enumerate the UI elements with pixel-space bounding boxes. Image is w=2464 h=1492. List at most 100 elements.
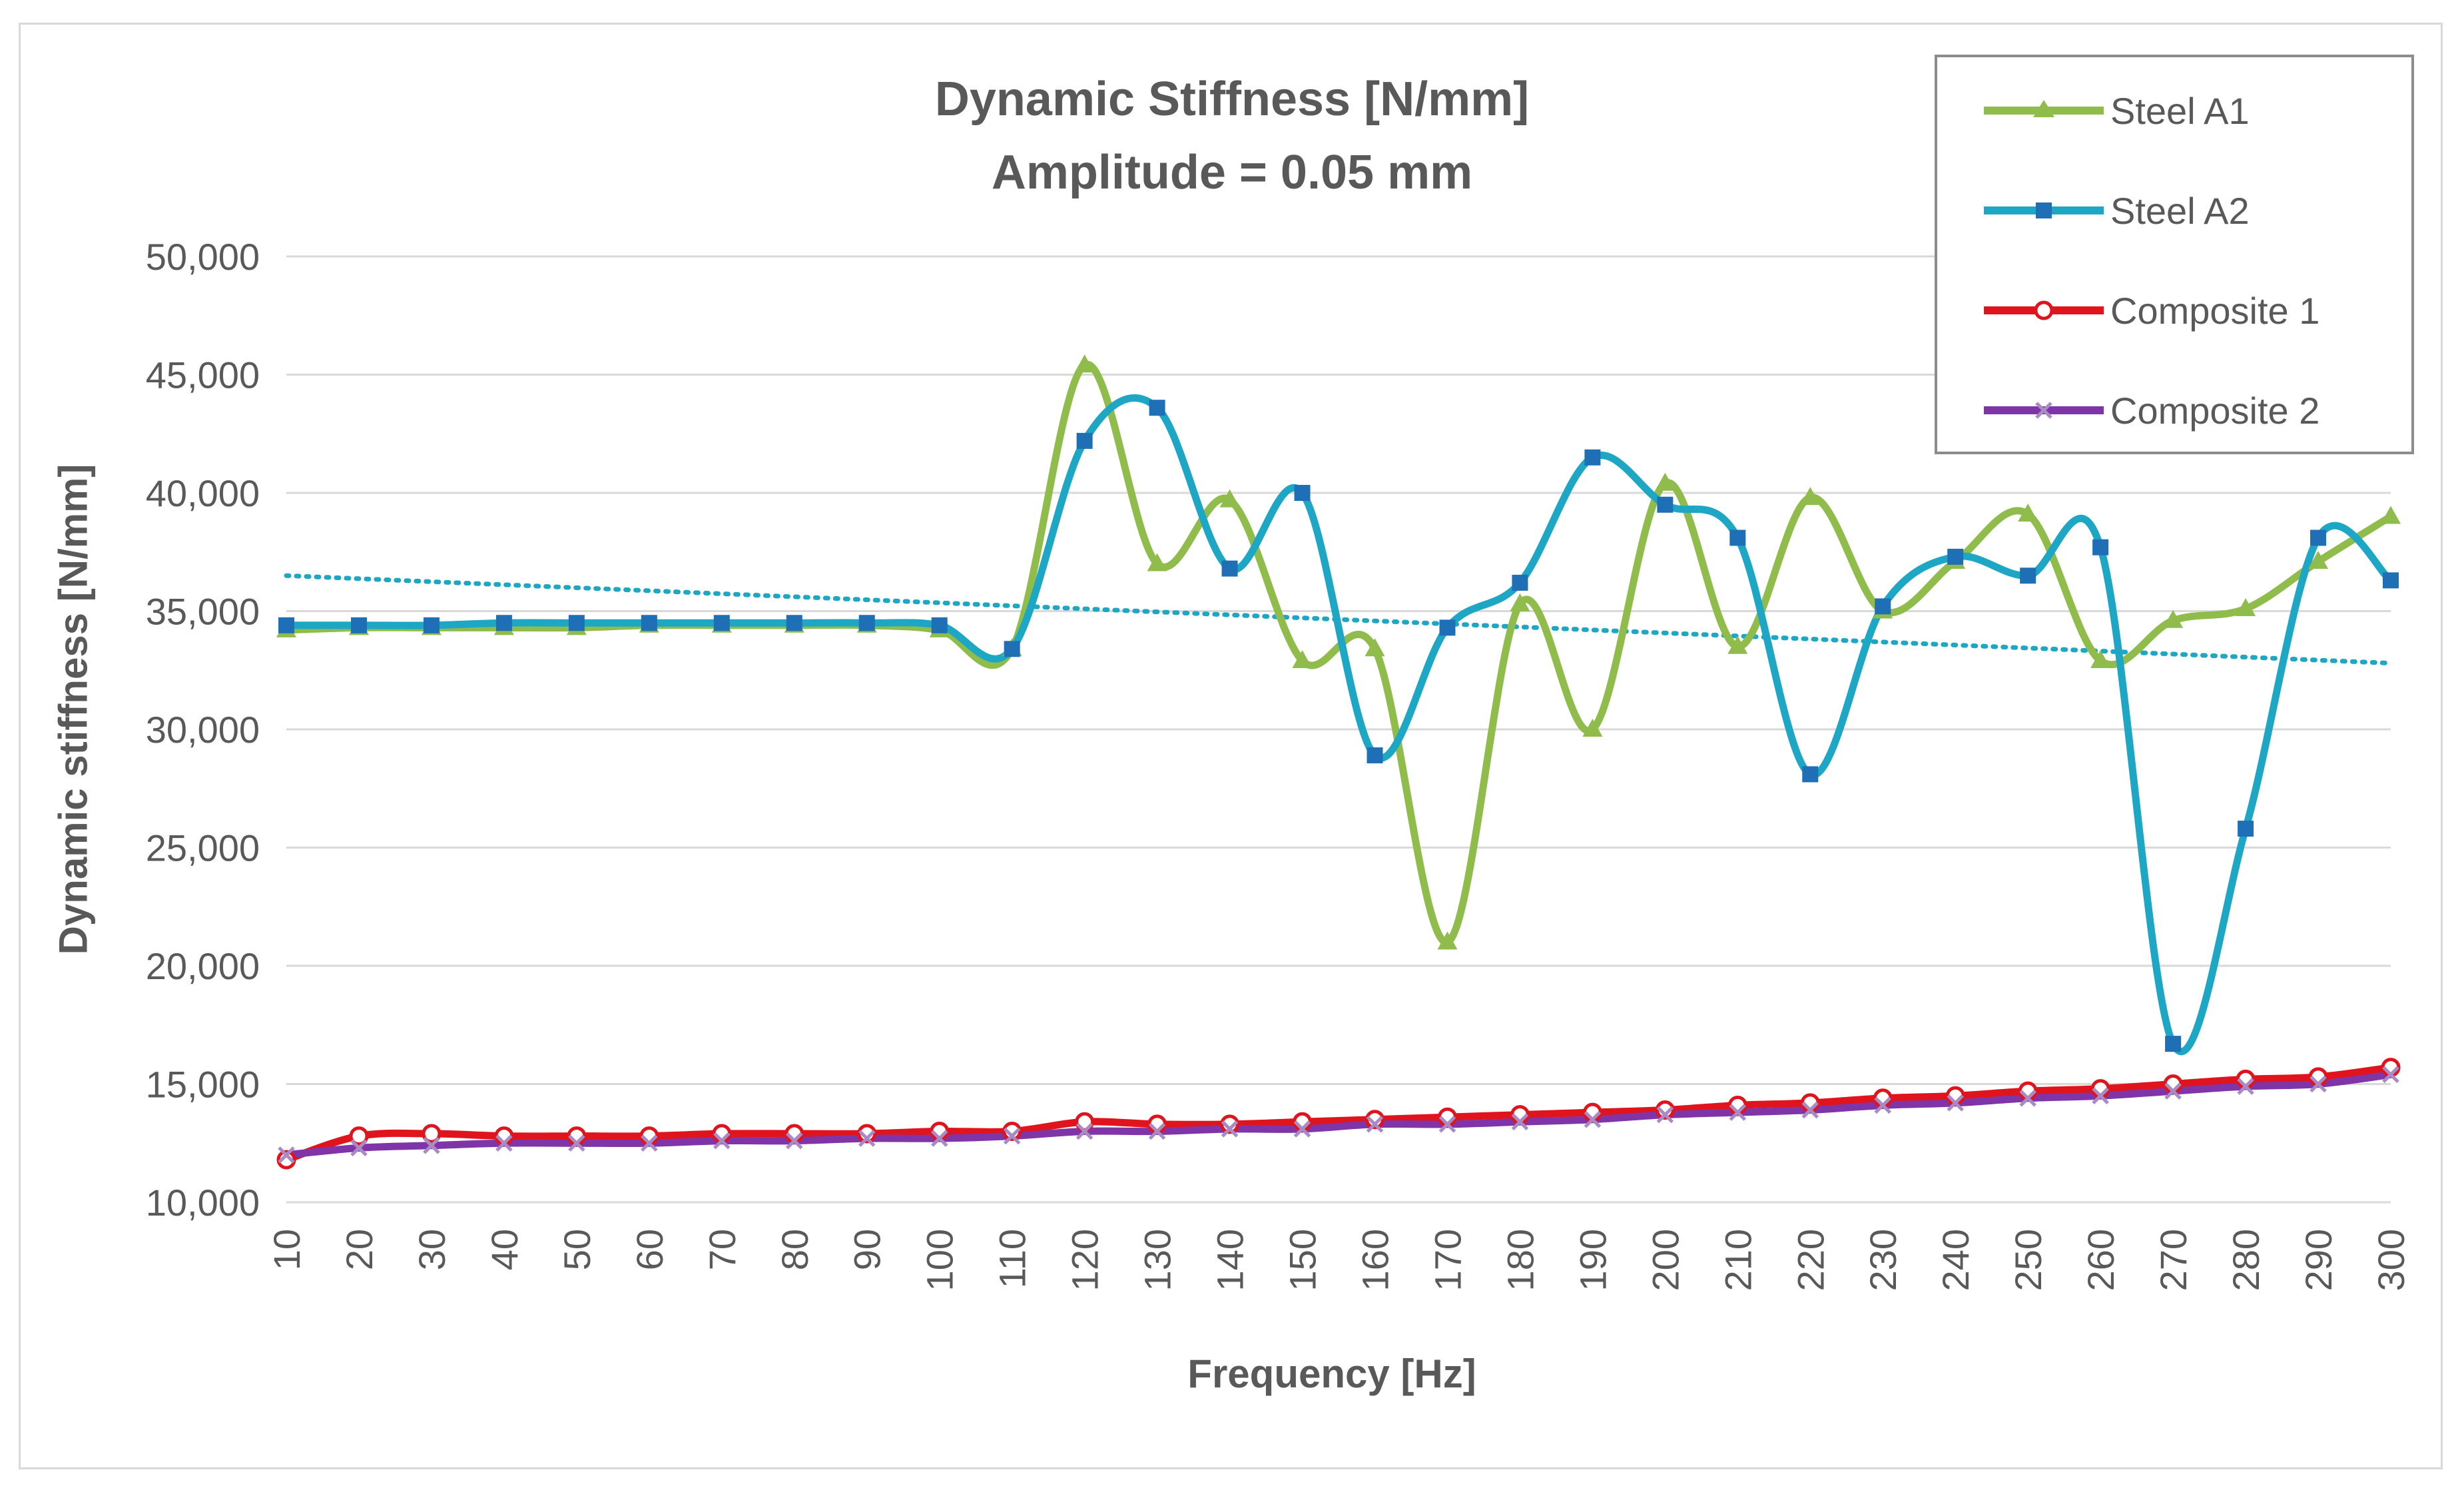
- marker-steel-a2: [1439, 619, 1456, 636]
- legend-item-steel-a1: Steel A1: [1977, 84, 2410, 137]
- marker-composite-2: [1947, 1094, 1964, 1112]
- marker-composite-2: [2019, 1090, 2036, 1107]
- marker-composite-2: [1729, 1104, 1747, 1121]
- legend-label: Steel A1: [2110, 90, 2250, 132]
- marker-composite-2: [1801, 1101, 1819, 1119]
- legend-label: Composite 1: [2110, 290, 2320, 332]
- x-tick-label: 180: [1499, 1229, 1541, 1291]
- marker-composite-2: [2164, 1082, 2182, 1100]
- marker-steel-a2: [1875, 598, 1891, 615]
- marker-composite-1: [1002, 1122, 1022, 1141]
- legend-swatch-steel-a2: [1984, 202, 2104, 218]
- x-tick-label: 170: [1426, 1229, 1468, 1291]
- x-axis-label: Frequency [Hz]: [1187, 1351, 1476, 1396]
- marker-steel-a2: [931, 617, 948, 633]
- marker-composite-1: [276, 1150, 296, 1170]
- legend-item-composite-1: Composite 1: [1977, 284, 2410, 337]
- x-tick-label: 150: [1282, 1229, 1324, 1291]
- x-tick-label: 60: [629, 1229, 671, 1270]
- marker-steel-a2: [713, 615, 730, 631]
- marker-steel-a1: [2236, 597, 2256, 616]
- y-axis-label: Dynamic stiffness [N/mm]: [51, 464, 96, 955]
- marker-composite-2: [1511, 1113, 1529, 1131]
- marker-steel-a2: [1221, 560, 1238, 577]
- x-tick-label: 240: [1935, 1229, 1977, 1291]
- x-tick-label: 230: [1862, 1229, 1904, 1291]
- y-tick-label: 10,000: [146, 1182, 260, 1224]
- legend-swatch-steel-a1: [1984, 100, 2104, 117]
- legend-item-steel-a2: Steel A2: [1977, 184, 2410, 237]
- y-tick-label: 20,000: [146, 945, 260, 987]
- marker-composite-2: [423, 1137, 440, 1154]
- marker-steel-a1: [1800, 487, 1821, 506]
- marker-composite-2: [2382, 1066, 2399, 1084]
- y-tick-label: 15,000: [146, 1064, 260, 1106]
- x-tick-label: 280: [2225, 1229, 2267, 1291]
- marker-composite-2: [1221, 1120, 1239, 1138]
- series-markers: [276, 354, 2401, 1170]
- marker-composite-2: [785, 1132, 803, 1150]
- marker-composite-2: [858, 1130, 876, 1147]
- x-tick-label: 50: [556, 1229, 598, 1270]
- marker-steel-a1: [2381, 506, 2401, 524]
- marker-steel-a1: [2090, 650, 2111, 669]
- marker-composite-2: [1584, 1110, 1602, 1128]
- marker-composite-2: [713, 1132, 731, 1150]
- x-tick-label: 120: [1064, 1229, 1106, 1291]
- marker-steel-a1: [1074, 354, 1095, 373]
- marker-steel-a2: [2310, 530, 2327, 546]
- marker-composite-2: [1293, 1120, 1311, 1138]
- marker-steel-a1: [1727, 635, 1748, 654]
- marker-composite-1: [422, 1124, 442, 1144]
- x-tick-label: 190: [1572, 1229, 1614, 1291]
- legend: Steel A1 Steel A2 Composite 1 Composite …: [1935, 55, 2414, 454]
- marker-composite-1: [1655, 1100, 1675, 1120]
- x-tick-label: 70: [701, 1229, 743, 1270]
- legend-label: Steel A2: [2110, 190, 2250, 232]
- marker-steel-a2: [568, 615, 585, 631]
- marker-composite-2: [1003, 1127, 1021, 1145]
- marker-steel-a1: [1365, 638, 1385, 657]
- marker-composite-2: [1366, 1116, 1384, 1133]
- legend-swatch-composite-1: [1984, 300, 2104, 320]
- x-tick-label: 90: [846, 1229, 888, 1270]
- marker-composite-2: [350, 1139, 368, 1157]
- marker-steel-a2: [1512, 574, 1528, 591]
- chart-title: Dynamic Stiffness [N/mm]: [934, 73, 1530, 126]
- marker-composite-2: [1076, 1122, 1093, 1140]
- x-tick-label: 30: [411, 1229, 453, 1270]
- marker-composite-2: [1656, 1106, 1674, 1124]
- marker-steel-a1: [2308, 550, 2329, 569]
- marker-steel-a2: [1802, 766, 1819, 783]
- marker-composite-1: [1220, 1114, 1240, 1134]
- x-tick-label: 220: [1789, 1229, 1831, 1291]
- marker-composite-2: [1874, 1096, 1892, 1114]
- marker-steel-a2: [423, 617, 440, 633]
- marker-steel-a1: [1292, 650, 1313, 669]
- x-tick-label: 160: [1354, 1229, 1396, 1291]
- marker-steel-a2: [1294, 485, 1311, 501]
- marker-composite-1: [1365, 1110, 1385, 1130]
- marker-composite-2: [2237, 1078, 2254, 1095]
- marker-steel-a2: [350, 617, 367, 633]
- marker-steel-a2: [1076, 432, 1093, 449]
- marker-composite-2: [930, 1130, 948, 1147]
- marker-steel-a2: [2020, 567, 2036, 584]
- x-axis-ticks: 10 20 30 40 50 60 70 80 90 100 110 120 130 140 150 160 1…: [266, 1229, 2412, 1291]
- marker-composite-2: [1438, 1116, 1456, 1133]
- marker-steel-a1: [1437, 931, 1458, 950]
- marker-steel-a2: [1584, 449, 1601, 466]
- marker-steel-a2: [1947, 548, 1964, 565]
- marker-steel-a1: [1147, 553, 1167, 571]
- x-tick-label: 110: [992, 1229, 1034, 1288]
- marker-steel-a2: [495, 615, 512, 631]
- x-tick-label: 20: [338, 1229, 380, 1270]
- marker-steel-a2: [2092, 539, 2109, 556]
- marker-steel-a2: [1657, 496, 1674, 513]
- marker-steel-a1: [2018, 503, 2038, 522]
- marker-steel-a2: [858, 615, 875, 631]
- series-lines: [282, 360, 2395, 1164]
- marker-steel-a1: [1510, 593, 1530, 611]
- x-tick-label: 200: [1644, 1229, 1686, 1291]
- marker-composite-1: [857, 1124, 877, 1144]
